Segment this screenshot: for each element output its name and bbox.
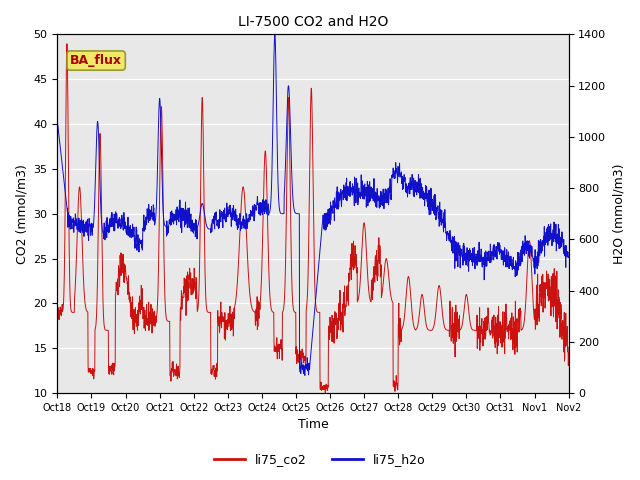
li75_co2 xyxy=(550,295,558,301)
li75_co2 xyxy=(564,350,572,356)
Legend: li75_co2, li75_h2o: li75_co2, li75_h2o xyxy=(209,448,431,471)
li75_co2 xyxy=(80,282,88,288)
li75_h2o xyxy=(550,219,558,225)
li75_co2 xyxy=(456,327,464,333)
li75_h2o xyxy=(550,227,558,233)
li75_h2o xyxy=(79,217,87,223)
li75_co2 xyxy=(321,390,329,396)
li75_h2o xyxy=(301,372,308,378)
li75_co2 xyxy=(302,307,310,312)
li75_co2 xyxy=(54,317,61,323)
li75_co2 xyxy=(63,41,70,47)
li75_co2 xyxy=(289,300,296,305)
Title: LI-7500 CO2 and H2O: LI-7500 CO2 and H2O xyxy=(238,15,388,29)
li75_h2o xyxy=(456,246,464,252)
li75_h2o xyxy=(289,192,296,198)
li75_h2o xyxy=(303,365,310,371)
X-axis label: Time: Time xyxy=(298,419,328,432)
li75_h2o xyxy=(54,119,61,124)
li75_co2 xyxy=(550,266,558,272)
Line: li75_co2: li75_co2 xyxy=(58,44,568,393)
Text: BA_flux: BA_flux xyxy=(70,54,122,67)
li75_h2o xyxy=(271,32,278,37)
Y-axis label: H2O (mmol/m3): H2O (mmol/m3) xyxy=(612,164,625,264)
Line: li75_h2o: li75_h2o xyxy=(58,35,568,375)
li75_h2o xyxy=(564,254,572,260)
Y-axis label: CO2 (mmol/m3): CO2 (mmol/m3) xyxy=(15,164,28,264)
